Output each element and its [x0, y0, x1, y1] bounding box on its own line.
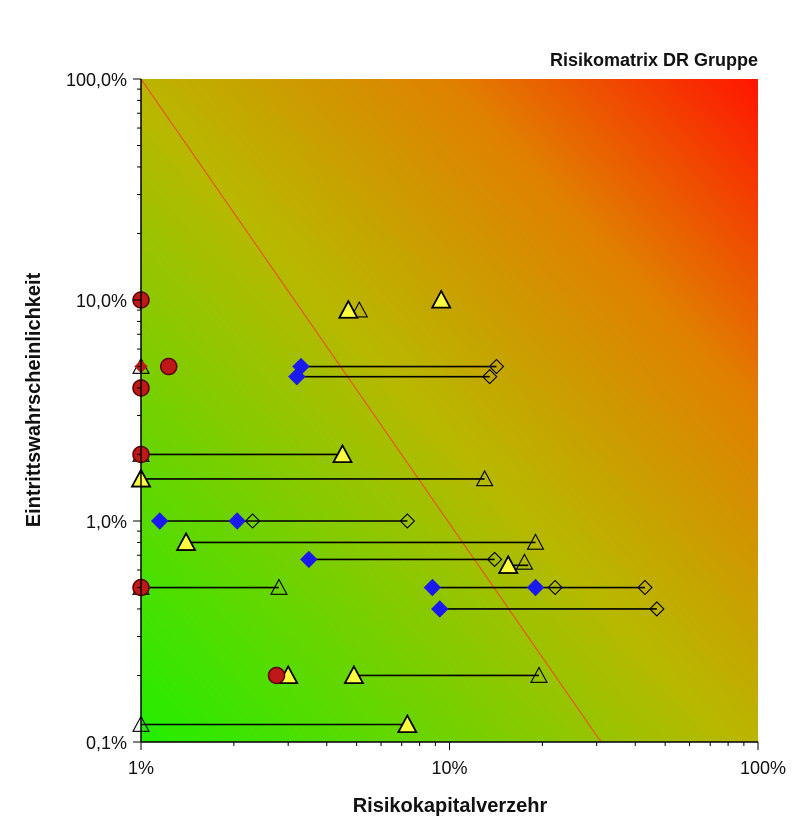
x-axis-ticks: [140, 742, 759, 750]
diamond-marker: [300, 550, 318, 569]
triangle-marker: [497, 554, 519, 574]
triangle-marker: [430, 289, 452, 309]
triangle-marker: [332, 443, 354, 464]
diamond-marker: [228, 512, 246, 530]
y-tick-label: 10,0%: [76, 291, 127, 311]
chart-title: Risikomatrix DR Gruppe: [550, 50, 758, 70]
x-axis-title: Risikokapitalverzehr: [353, 795, 548, 817]
triangle-marker: [343, 664, 365, 685]
diamond-marker: [288, 367, 306, 386]
x-tick-label: 10%: [431, 758, 467, 778]
diamond-marker: [431, 600, 449, 618]
diamond-outline-marker: [637, 579, 653, 596]
risk-gradient-background: [141, 79, 758, 742]
diamond-outline-marker: [488, 358, 505, 375]
y-tick-label: 1,0%: [86, 512, 127, 532]
x-tick-label: 1%: [128, 758, 154, 778]
triangle-marker: [396, 713, 418, 734]
triangle-outline-marker: [515, 553, 534, 570]
triangle-outline-marker: [475, 469, 494, 487]
diamond-outline-marker: [481, 368, 498, 385]
triangle-outline-marker: [270, 578, 288, 595]
diamond-outline-marker: [649, 601, 665, 617]
x-tick-label: 100%: [740, 758, 786, 778]
triangle-outline-marker: [526, 533, 545, 550]
diamond-outline-marker: [244, 513, 261, 529]
diamond-outline-marker: [547, 579, 563, 596]
diamond-marker: [526, 578, 545, 597]
diamond-marker: [423, 578, 442, 597]
circle-marker: [267, 666, 286, 685]
triangle-outline-marker: [350, 300, 369, 318]
diamond-outline-marker: [486, 551, 503, 568]
diamond-outline-marker: [399, 513, 416, 529]
y-tick-label: 0,1%: [86, 733, 127, 753]
triangle-outline-marker: [530, 666, 548, 683]
diamond-marker: [151, 512, 169, 530]
y-axis-title: Eintrittswahrscheinlichkeit: [23, 272, 45, 527]
circle-marker: [159, 357, 178, 376]
y-tick-labels: 0,1% 1,0% 10,0% 100,0%: [66, 70, 127, 753]
y-tick-label: 100,0%: [66, 70, 127, 90]
range-connectors: [141, 365, 657, 726]
risk-threshold-line: [140, 78, 602, 743]
y-axis-ticks: [133, 78, 141, 743]
triangle-marker: [337, 299, 359, 319]
triangle-marker: [175, 531, 197, 551]
x-tick-labels: 1% 10% 100%: [128, 758, 786, 778]
